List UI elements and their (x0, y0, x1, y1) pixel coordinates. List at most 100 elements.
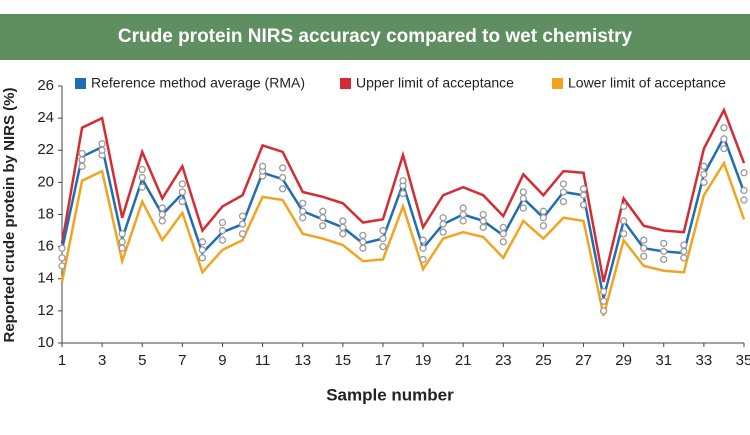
reading-point (98, 146, 106, 154)
reading-point (619, 230, 628, 238)
x-tick-label: 31 (655, 352, 672, 369)
reading-point (700, 162, 708, 170)
reading-point (319, 214, 327, 222)
reading-point (660, 247, 668, 256)
reading-point (78, 149, 86, 158)
x-tick-label: 13 (294, 352, 311, 369)
reading-point (439, 228, 447, 236)
reading-point (640, 244, 648, 252)
reading-point (740, 186, 748, 195)
reading-point (680, 241, 688, 249)
series-line (60, 160, 746, 317)
reading-point (399, 189, 407, 198)
reading-point (258, 162, 267, 170)
reading-point (680, 254, 688, 262)
legend-label: Reference method average (RMA) (91, 75, 305, 91)
reading-point (700, 170, 708, 178)
reading-point (359, 244, 367, 252)
reading-point (78, 162, 86, 170)
reading-point (499, 238, 507, 246)
y-tick-label: 12 (37, 302, 54, 319)
reading-point (158, 217, 166, 225)
reading-point (459, 210, 467, 219)
reading-point (640, 252, 648, 260)
x-tick-label: 11 (255, 352, 271, 369)
reading-point (599, 297, 608, 305)
reading-point (58, 262, 66, 270)
reading-point (559, 197, 568, 206)
y-tick-label: 10 (37, 334, 54, 351)
legend-swatch (340, 78, 351, 89)
series-line (60, 134, 746, 299)
reading-point (479, 223, 487, 232)
x-tick-label: 25 (535, 352, 552, 369)
reading-point (579, 185, 588, 193)
reading-point (319, 222, 327, 230)
x-tick-label: 27 (575, 352, 592, 369)
reading-point (138, 183, 146, 191)
y-tick-label: 18 (37, 205, 54, 222)
reading-point (299, 214, 307, 222)
reading-point (78, 156, 86, 164)
x-tick-label: 35 (736, 352, 750, 369)
reading-point (138, 165, 146, 174)
reading-point (98, 140, 106, 148)
reading-point (539, 222, 548, 230)
x-axis-label: Sample number (326, 385, 454, 404)
title-bar (0, 14, 750, 60)
reading-point (218, 226, 227, 235)
reading-point (700, 178, 708, 187)
reading-point (178, 180, 187, 188)
reading-point (439, 220, 447, 228)
reading-point (660, 255, 668, 264)
reading-point (299, 199, 307, 207)
reading-point (579, 201, 588, 209)
reading-point (519, 188, 528, 196)
reading-point (459, 204, 467, 212)
x-tick-label: 9 (218, 352, 226, 369)
reading-point (359, 238, 367, 246)
x-tick-label: 19 (415, 352, 432, 369)
reading-point (278, 164, 287, 172)
chart-title: Crude protein NIRS accuracy compared to … (118, 26, 633, 47)
reading-point (218, 218, 227, 227)
y-tick-label: 22 (37, 141, 54, 158)
reading-point (238, 220, 247, 228)
reading-point (299, 207, 307, 215)
reading-point (158, 210, 166, 219)
reading-point (118, 230, 126, 238)
legend-label: Upper limit of acceptance (356, 75, 514, 91)
reading-point (519, 204, 528, 212)
x-tick-label: 21 (455, 352, 472, 369)
x-tick-label: 33 (696, 352, 713, 369)
y-tick-label: 26 (37, 77, 54, 94)
reading-point (238, 212, 247, 220)
reading-point (499, 230, 507, 238)
reading-point (238, 230, 247, 238)
x-tick-label: 23 (495, 352, 512, 369)
reading-point (559, 180, 568, 188)
reading-point (278, 173, 287, 182)
reading-point (459, 217, 467, 225)
reading-point (278, 185, 287, 193)
reading-point (640, 236, 648, 244)
reading-point (178, 197, 187, 206)
reading-point (660, 239, 668, 248)
reading-point (680, 247, 688, 256)
reading-point (539, 214, 548, 222)
y-tick-label: 16 (37, 238, 54, 255)
x-tick-label: 5 (138, 352, 146, 369)
reading-point (720, 144, 728, 153)
reading-point (379, 234, 387, 243)
reading-point (419, 255, 427, 264)
series-line (60, 107, 746, 283)
reading-point (319, 207, 327, 215)
reading-point (479, 217, 487, 225)
reading-point (58, 244, 66, 252)
y-tick-label: 14 (37, 270, 54, 287)
reading-point (58, 254, 66, 262)
reading-point (439, 214, 447, 222)
x-tick-label: 7 (178, 352, 186, 369)
legend-swatch (552, 78, 563, 89)
